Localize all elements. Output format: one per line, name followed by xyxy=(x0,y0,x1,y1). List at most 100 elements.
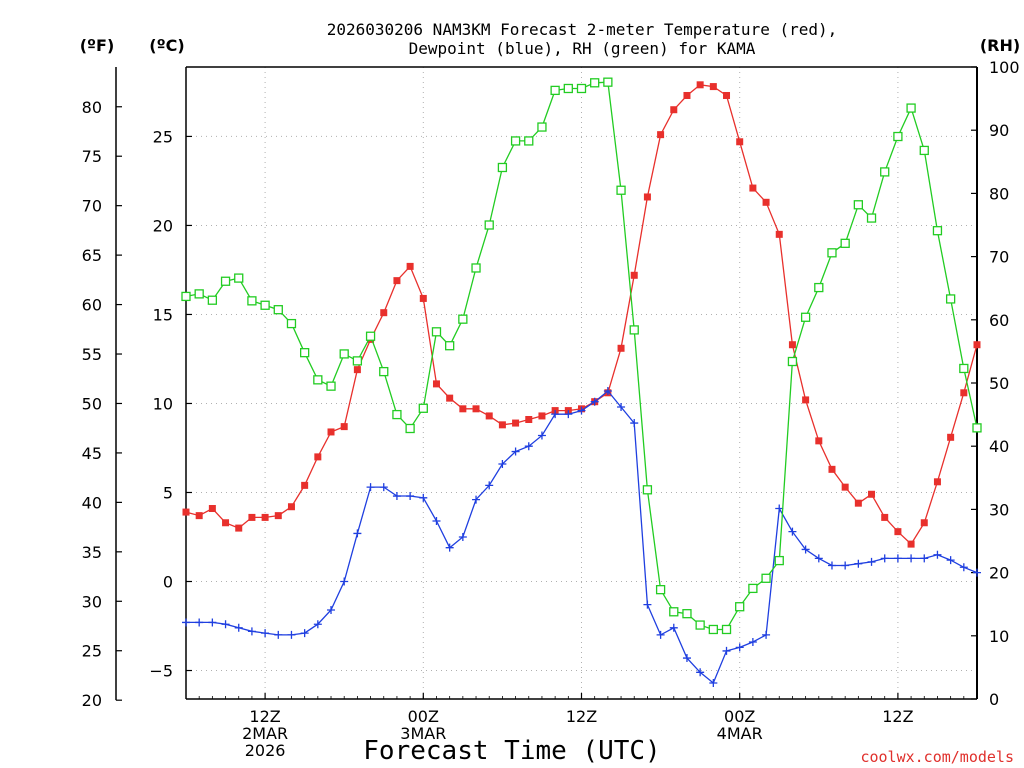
temperature-point xyxy=(340,423,348,431)
rh-point xyxy=(945,294,956,304)
rh-point xyxy=(207,295,218,305)
rh-tick-label: 20 xyxy=(989,564,1009,583)
rh-point xyxy=(814,282,824,293)
dewpoint-point xyxy=(419,493,428,502)
x-tick-label: 12Z xyxy=(249,707,280,726)
fahrenheit-tick-label: 30 xyxy=(82,592,102,611)
temperature-point xyxy=(920,519,928,527)
dewpoint-point xyxy=(788,527,797,536)
data-series xyxy=(181,77,982,687)
rh-point xyxy=(748,583,758,594)
rh-point xyxy=(418,403,428,413)
temperature-point xyxy=(301,481,309,489)
axes: 20 25 30 35 40 45 50 55 60 65 70 75 80 −5 0 5 10 15 20 25 0 1… xyxy=(82,58,1020,760)
rh-point xyxy=(919,145,929,156)
temperature-point xyxy=(617,344,625,352)
celsius-tick-label: 25 xyxy=(153,127,173,146)
dewpoint-point xyxy=(392,492,401,501)
rh-point xyxy=(379,366,389,377)
dewpoint-point xyxy=(313,620,322,629)
series-rh xyxy=(181,77,982,635)
dewpoint-point xyxy=(300,629,309,638)
temperature-point xyxy=(683,91,691,99)
dewpoint-point xyxy=(208,618,217,627)
rh-point xyxy=(880,167,890,177)
temperature-point xyxy=(841,483,849,491)
temperature-point xyxy=(498,421,506,429)
dewpoint-point xyxy=(524,442,533,451)
temperature-point xyxy=(828,465,836,473)
celsius-tick-label: 20 xyxy=(153,216,173,235)
temperature-point xyxy=(208,505,216,513)
temperature-point xyxy=(815,437,823,445)
dewpoint-point xyxy=(827,561,836,570)
rh-tick-label: 10 xyxy=(989,627,1009,646)
dewpoint-point xyxy=(801,545,810,554)
rh-point xyxy=(972,423,982,433)
fahrenheit-tick-label: 20 xyxy=(82,691,102,710)
rh-point xyxy=(590,78,600,88)
rh-point xyxy=(524,136,534,146)
dewpoint-point xyxy=(617,403,626,412)
dewpoint-point xyxy=(445,543,454,552)
grid-lines xyxy=(186,67,977,699)
rh-point xyxy=(866,213,877,223)
temperature-point xyxy=(881,513,889,521)
rh-point xyxy=(735,602,745,612)
dewpoint-point xyxy=(432,516,441,525)
rh-point xyxy=(655,585,666,595)
temperature-point xyxy=(643,193,651,201)
rh-point xyxy=(906,103,916,113)
celsius-tick-label: −5 xyxy=(149,662,173,681)
dewpoint-point xyxy=(564,410,573,419)
dewpoint-point xyxy=(458,532,467,541)
rh-tick-label: 40 xyxy=(989,437,1009,456)
dewpoint-point xyxy=(327,605,336,614)
dewpoint-point xyxy=(182,618,190,627)
dewpoint-point xyxy=(933,550,942,559)
x-tick-label: 00Z xyxy=(408,707,439,726)
dewpoint-point xyxy=(867,557,876,566)
dewpoint-point xyxy=(946,556,955,565)
rh-point xyxy=(181,291,191,302)
dewpoint-point xyxy=(841,561,850,570)
temperature-point xyxy=(947,433,955,441)
rh-point xyxy=(484,220,494,230)
dewpoint-point xyxy=(814,554,823,563)
fahrenheit-tick-label: 25 xyxy=(82,642,102,661)
rh-point xyxy=(471,263,481,273)
temperature-point xyxy=(327,428,335,436)
rh-point xyxy=(365,331,376,341)
dewpoint-point xyxy=(603,387,612,396)
dewpoint-point xyxy=(696,668,705,677)
fahrenheit-tick-label: 70 xyxy=(82,197,102,216)
rh-point xyxy=(669,607,679,617)
rh-point xyxy=(352,356,363,366)
fahrenheit-unit-label: (ºF) xyxy=(80,36,115,55)
temperature-point xyxy=(314,453,322,461)
dewpoint-point xyxy=(854,559,863,568)
rh-point xyxy=(339,349,349,359)
rh-point xyxy=(326,381,336,391)
temperature-point xyxy=(854,499,862,507)
celsius-tick-label: 5 xyxy=(163,483,173,502)
rh-point xyxy=(774,555,784,566)
rh-point xyxy=(576,83,587,94)
dewpoint-point xyxy=(195,618,204,627)
dewpoint-point xyxy=(485,481,494,490)
rh-unit-label: (RH) xyxy=(980,36,1020,55)
temperature-point xyxy=(868,490,876,498)
x-tick-label: 2026 xyxy=(245,741,286,760)
temperature-point xyxy=(762,198,770,206)
temperature-point xyxy=(894,528,902,536)
fahrenheit-tick-label: 80 xyxy=(82,98,102,117)
rh-point xyxy=(510,136,521,146)
rh-point xyxy=(959,363,969,374)
rh-point xyxy=(721,624,732,635)
rh-tick-label: 80 xyxy=(989,184,1009,203)
fahrenheit-tick-label: 65 xyxy=(82,246,102,265)
temperature-point xyxy=(459,405,467,413)
dewpoint-point xyxy=(920,554,929,563)
